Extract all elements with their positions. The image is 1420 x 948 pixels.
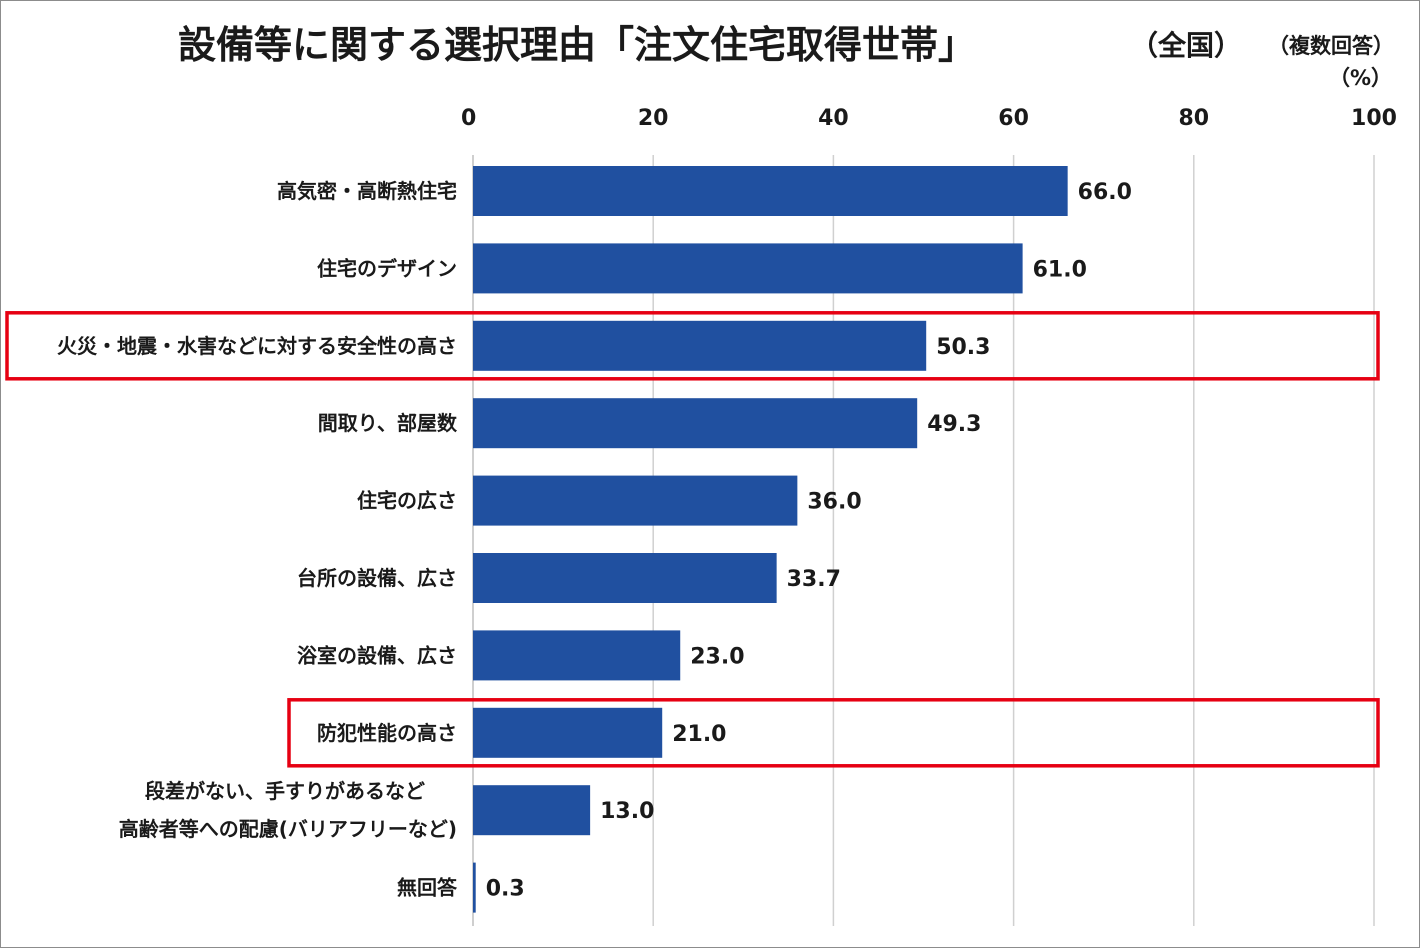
category-label: 段差がない、手すりがあるなど: [145, 779, 425, 803]
bar: [473, 320, 927, 371]
category-label: 住宅のデザイン: [317, 256, 457, 280]
data-label: 21.0: [672, 722, 726, 747]
unit-label: （%）: [1328, 66, 1392, 90]
category-label: 高齢者等への配慮(バリアフリーなど): [119, 817, 457, 841]
data-label: 23.0: [690, 644, 744, 669]
bar: [473, 166, 1068, 216]
bar: [473, 785, 591, 836]
category-label: 火災・地震・水害などに対する安全性の高さ: [57, 334, 457, 358]
bar: [473, 862, 476, 913]
data-label: 66.0: [1078, 180, 1132, 205]
category-label: 防犯性能の高さ: [317, 721, 457, 745]
x-tick-label: 0: [461, 106, 476, 131]
bar: [473, 553, 777, 603]
highlight-box: [287, 698, 1380, 768]
category-label: 台所の設備、広さ: [297, 566, 457, 590]
category-label: 浴室の設備、広さ: [297, 643, 457, 667]
bar: [473, 630, 681, 681]
data-label: 0.3: [486, 877, 525, 902]
data-label: 36.0: [807, 490, 861, 515]
data-label: 61.0: [1033, 257, 1087, 282]
answer-note: （複数回答）: [1268, 34, 1394, 58]
x-tick-label: 60: [998, 106, 1029, 131]
category-label: 住宅の広さ: [357, 489, 457, 513]
x-tick-label: 40: [818, 106, 849, 131]
data-label: 49.3: [927, 412, 981, 437]
bar: [473, 243, 1023, 294]
chart-subtitle: （全国）: [1130, 29, 1243, 62]
data-label: 13.0: [600, 799, 654, 824]
category-label: 無回答: [397, 876, 458, 900]
highlight-box: [5, 311, 1380, 381]
bar: [473, 475, 798, 526]
chart-title: 設備等に関する選択理由「注文住宅取得世帯」: [178, 23, 977, 67]
x-tick-label: 100: [1351, 106, 1397, 131]
category-label: 高気密・高断熱住宅: [277, 179, 457, 203]
category-label: 間取り、部屋数: [318, 411, 458, 435]
bar: [473, 398, 918, 449]
data-label: 50.3: [936, 335, 990, 360]
x-tick-label: 80: [1178, 106, 1209, 131]
data-label: 33.7: [787, 567, 841, 592]
bar: [473, 707, 663, 758]
x-tick-label: 20: [638, 106, 669, 131]
